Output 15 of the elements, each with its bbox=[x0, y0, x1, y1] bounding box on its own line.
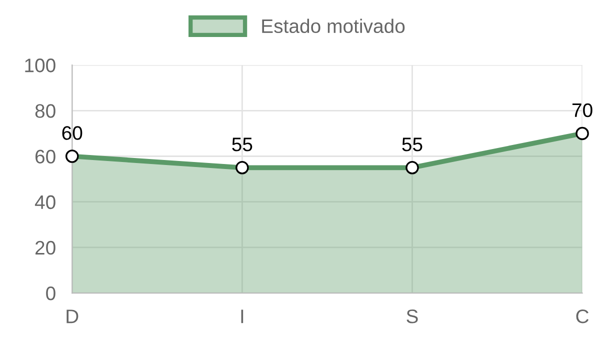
y-tick-label: 0 bbox=[46, 286, 56, 300]
data-label: 55 bbox=[232, 138, 252, 152]
y-tick-label: 20 bbox=[35, 240, 56, 255]
x-tick-label: C bbox=[576, 310, 589, 324]
legend-label: Estado motivado bbox=[262, 18, 405, 34]
data-label: 70 bbox=[572, 103, 592, 118]
y-tick-label: 60 bbox=[36, 150, 56, 164]
x-tick-label: D bbox=[66, 310, 78, 324]
x-tick-label: I bbox=[241, 310, 244, 324]
y-tick-label: 40 bbox=[34, 195, 56, 210]
y-tick-label: 100 bbox=[25, 58, 56, 72]
y-tick-label: 80 bbox=[35, 104, 56, 118]
x-tick-label: S bbox=[406, 310, 418, 324]
data-label: 60 bbox=[62, 126, 82, 140]
data-label: 55 bbox=[402, 138, 422, 152]
